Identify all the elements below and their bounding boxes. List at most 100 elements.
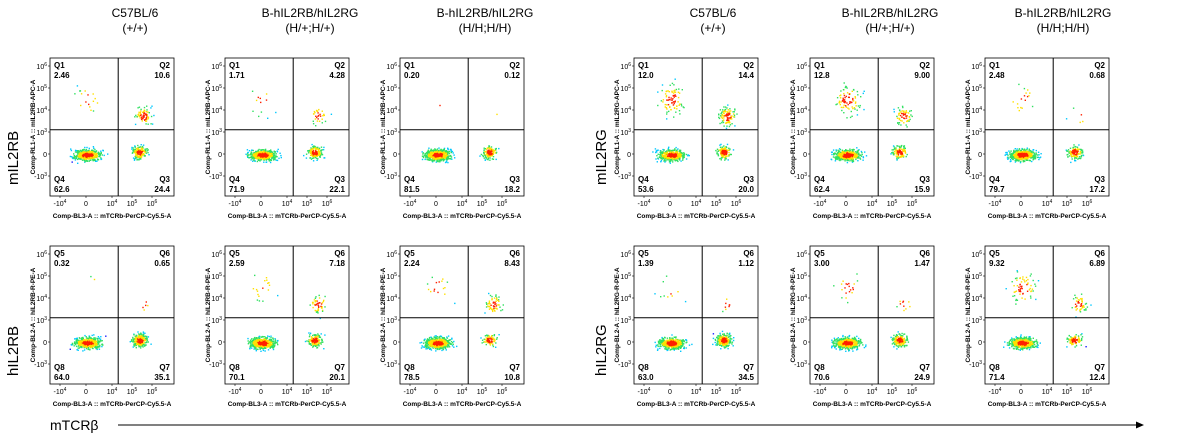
- x-axis-label: Comp-BL3-A :: mTCRb-PerCP-Cy5.5-A: [988, 401, 1107, 408]
- y-tick-label: 103: [386, 128, 397, 137]
- x-axis-label: Comp-BL3-A :: mTCRb-PerCP-Cy5.5-A: [813, 401, 932, 408]
- x-tick-label: 106: [147, 199, 158, 208]
- quadrant-value: 6.89: [1089, 259, 1105, 268]
- quadrant-value: 81.5: [404, 185, 420, 194]
- y-tick-label: 105: [211, 84, 222, 93]
- x-tick-label: -104: [229, 199, 242, 208]
- quadrant-name: Q4: [989, 175, 1000, 184]
- x-tick-label: 105: [711, 387, 722, 396]
- quadrant-name: Q8: [814, 363, 825, 372]
- quadrant-value: 9.32: [989, 259, 1005, 268]
- x-tick-label: -104: [54, 199, 67, 208]
- flow-plot-mil2rb-col2: Q1 1.71 Q2 4.28 Q4 71.9 Q3 22.1 106 105 104 103 0 -10…: [203, 44, 353, 234]
- y-tick-label: 105: [620, 272, 631, 281]
- quadrant-value: 12.0: [638, 71, 654, 80]
- event-dots: [652, 78, 738, 164]
- y-tick-label: 105: [36, 84, 47, 93]
- x-tick-label: 104: [867, 387, 878, 396]
- x-tick-label: -104: [229, 387, 242, 396]
- y-tick-label: 105: [620, 84, 631, 93]
- y-tick-label: 104: [211, 294, 222, 303]
- x-tick-label: 104: [867, 199, 878, 208]
- quadrant-value: 24.4: [154, 185, 170, 194]
- y-axis-label: Comp-BL2-A :: hIL2RG-R-PE-A: [614, 267, 621, 362]
- x-tick-label: 105: [302, 387, 313, 396]
- flow-plot-mil2rg-col1: Q1 12.0 Q2 14.4 Q4 53.6 Q3 20.0 106 105 104 103 0 -10…: [612, 44, 762, 234]
- x-tick-label: 104: [691, 199, 702, 208]
- quadrant-name: Q8: [638, 363, 649, 372]
- quadrant-value: 0.12: [504, 71, 520, 80]
- x-tick-label: 105: [1062, 199, 1073, 208]
- quadrant-name: Q6: [743, 249, 754, 258]
- flow-plot-hil2rb-col2: Q5 2.59 Q6 7.18 Q8 70.1 Q7 20.1 106 105 104 103 0 -10…: [203, 232, 353, 422]
- y-tick-label: 104: [36, 294, 47, 303]
- y-tick-label: -103: [34, 172, 47, 181]
- quadrant-name: Q7: [1094, 363, 1105, 372]
- y-axis-label: Comp-BL2-A :: hIL2RB-R-PE-A: [205, 267, 212, 362]
- flow-plot-mil2rg-col3: Q1 2.48 Q2 0.68 Q4 79.7 Q3 17.2 106 105 104 103 0 -10…: [963, 44, 1113, 234]
- x-tick-label: 106: [731, 199, 742, 208]
- y-axis-label: Comp-BL2-A :: hIL2RG-R-PE-A: [790, 267, 797, 362]
- y-axis-label: Comp-RL1-A :: mIL2RG-APC-A: [614, 79, 621, 174]
- x-axis-label: Comp-BL3-A :: mTCRb-PerCP-Cy5.5-A: [813, 213, 932, 220]
- x-tick-label: 106: [731, 387, 742, 396]
- x-tick-label: 106: [497, 199, 508, 208]
- quadrant-name: Q2: [919, 61, 930, 70]
- quadrant-value: 62.4: [814, 185, 830, 194]
- x-tick-label: 0: [844, 201, 848, 208]
- y-tick-label: -103: [384, 172, 397, 181]
- quadrant-value: 35.1: [154, 373, 170, 382]
- quadrant-value: 20.0: [738, 185, 754, 194]
- y-tick-label: 0: [803, 340, 807, 347]
- y-tick-label: 105: [971, 84, 982, 93]
- y-tick-label: 106: [620, 250, 631, 259]
- quadrant-value: 12.4: [1089, 373, 1105, 382]
- x-tick-label: 106: [322, 199, 333, 208]
- x-tick-label: 104: [457, 387, 468, 396]
- flow-plot-mil2rb-col3: Q1 0.20 Q2 0.12 Q4 81.5 Q3 18.2 106 105 104 103 0 -10…: [378, 44, 528, 234]
- y-axis-label: Comp-RL1-A :: mIL2RB-APC-A: [380, 79, 387, 174]
- quadrant-value: 2.48: [989, 71, 1005, 80]
- y-tick-label: 103: [386, 316, 397, 325]
- event-dots: [1003, 270, 1092, 351]
- quadrant-name: Q3: [159, 175, 170, 184]
- quadrant-value: 71.4: [989, 373, 1005, 382]
- y-tick-label: 0: [218, 152, 222, 159]
- x-axis-label: Comp-BL3-A :: mTCRb-PerCP-Cy5.5-A: [637, 401, 756, 408]
- quadrant-name: Q7: [334, 363, 345, 372]
- quadrant-value: 2.46: [54, 71, 70, 80]
- y-axis-label: Comp-RL1-A :: mIL2RG-APC-A: [965, 79, 972, 174]
- quadrant-name: Q8: [229, 363, 240, 372]
- column-title-2: B-hIL2RB/hIL2RG (H/+;H/+): [261, 6, 359, 35]
- quadrant-value: 9.00: [914, 71, 930, 80]
- quadrant-value: 10.8: [504, 373, 520, 382]
- quadrant-value: 15.9: [914, 185, 930, 194]
- x-tick-label: 0: [434, 389, 438, 396]
- y-axis-label: Comp-RL1-A :: mIL2RB-APC-A: [30, 79, 37, 174]
- quadrant-name: Q5: [404, 249, 415, 258]
- x-tick-label: 0: [1019, 201, 1023, 208]
- quadrant-value: 1.39: [638, 259, 654, 268]
- y-tick-label: 103: [971, 316, 982, 325]
- quadrant-name: Q1: [814, 61, 825, 70]
- x-tick-label: 105: [1062, 387, 1073, 396]
- y-tick-label: -103: [969, 360, 982, 369]
- y-tick-label: 0: [218, 340, 222, 347]
- quadrant-name: Q7: [743, 363, 754, 372]
- x-axis-label: Comp-BL3-A :: mTCRb-PerCP-Cy5.5-A: [403, 401, 522, 408]
- y-axis-label: Comp-RL1-A :: mIL2RG-APC-A: [790, 79, 797, 174]
- y-tick-label: -103: [384, 360, 397, 369]
- flow-plot-hil2rb-col3: Q5 2.24 Q6 8.43 Q8 78.5 Q7 10.8 106 105 104 103 0 -10…: [378, 232, 528, 422]
- quadrant-name: Q3: [919, 175, 930, 184]
- y-tick-label: 104: [620, 106, 631, 115]
- event-dots: [831, 273, 911, 352]
- quadrant-name: Q4: [638, 175, 649, 184]
- quadrant-name: Q8: [404, 363, 415, 372]
- y-tick-label: 105: [971, 272, 982, 281]
- y-tick-label: 103: [796, 128, 807, 137]
- x-tick-label: -104: [54, 387, 67, 396]
- flow-plot-hil2rg-col3: Q5 9.32 Q6 6.89 Q8 71.4 Q7 12.4 106 105 104 103 0 -10…: [963, 232, 1113, 422]
